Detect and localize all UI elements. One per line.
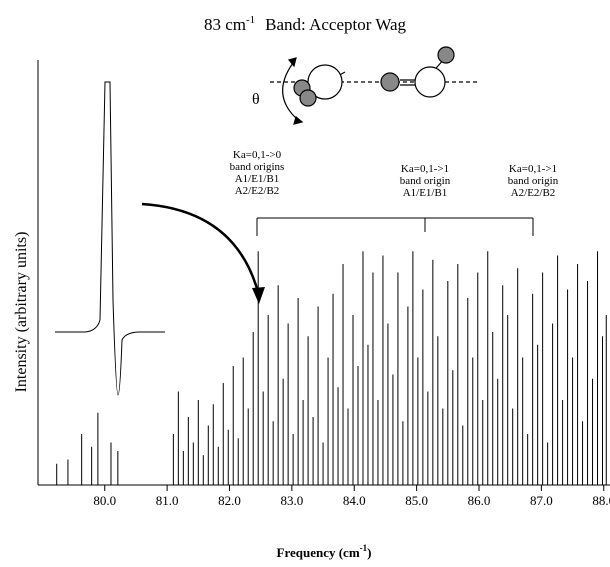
x-tick-label: 82.0: [218, 493, 241, 508]
x-tick-label: 83.0: [281, 493, 304, 508]
xlabel-sup: -1: [360, 543, 368, 553]
annotation: A2/E2/B2: [235, 185, 280, 197]
arrow-head: [293, 115, 304, 125]
rotation-arc: [282, 62, 299, 121]
x-tick-label: 87.0: [530, 493, 553, 508]
molecule: [270, 46, 480, 125]
atom: [299, 89, 317, 107]
title-sup: -1: [246, 14, 255, 26]
x-tick-label: 85.0: [405, 493, 428, 508]
angle-label: θ: [252, 91, 260, 108]
title-rest: Band: Acceptor Wag: [265, 15, 406, 34]
x-axis-label: Frequency (cm-1): [277, 543, 372, 560]
chart-title: 83 cm-1 Band: Acceptor Wag: [204, 14, 407, 34]
annotation: A1/E1/B1: [403, 187, 448, 199]
annotation: Ka=0,1->0: [233, 149, 282, 161]
annotation: A2/E2/B2: [511, 187, 556, 199]
annotation: band origins: [230, 161, 285, 173]
atom: [380, 72, 400, 92]
xlabel-main: Frequency (cm: [277, 545, 360, 560]
atom: [414, 66, 446, 98]
title-main: 83 cm: [204, 15, 246, 34]
x-tick-label: 81.0: [156, 493, 179, 508]
annotation: A1/E1/B1: [235, 173, 280, 185]
atom: [437, 46, 455, 64]
x-tick-label: 80.0: [93, 493, 116, 508]
x-tick-label: 88.0: [592, 493, 610, 508]
inset-trace: [55, 81, 165, 396]
curved-arrow: [141, 202, 260, 293]
annotation: Ka=0,1->1: [401, 163, 449, 175]
annotation: Ka=0,1->1: [509, 163, 557, 175]
annotation: band origin: [400, 175, 451, 187]
arrow-head: [287, 57, 297, 68]
bracket: [256, 217, 534, 236]
x-tick-label: 84.0: [343, 493, 366, 508]
xlabel-end: ): [367, 545, 371, 560]
x-tick-label: 86.0: [468, 493, 491, 508]
annotation: band origin: [508, 175, 559, 187]
y-axis-label: Intensity (arbitrary units): [13, 232, 30, 393]
